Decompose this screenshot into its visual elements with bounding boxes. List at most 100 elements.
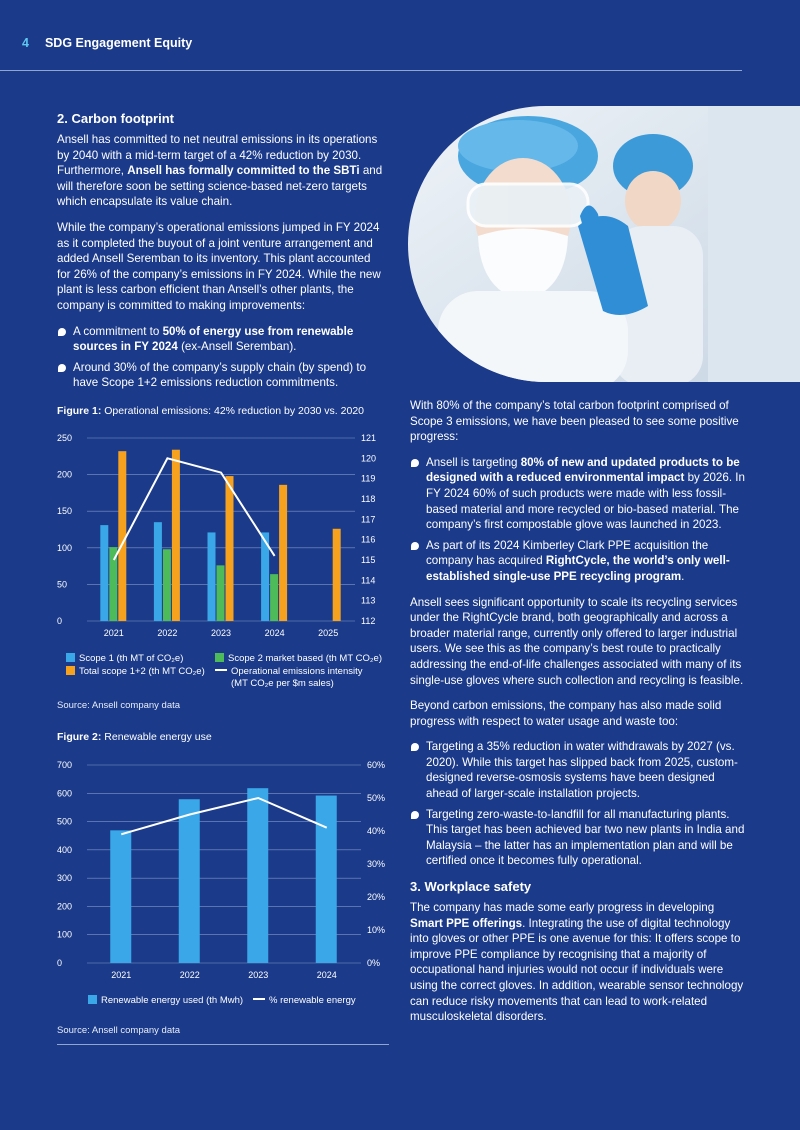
y-tick-label: 200 — [57, 470, 72, 480]
figure-caption: Operational emissions: 42% reduction by … — [104, 405, 365, 417]
bullet-icon — [411, 541, 419, 550]
series-line — [112, 457, 276, 561]
y-tick-label: 200 — [57, 901, 72, 911]
figure-label: Figure 1: — [57, 405, 102, 417]
y2-tick-label: 10% — [367, 925, 385, 935]
y2-tick-label: 40% — [367, 826, 385, 836]
bar — [100, 525, 109, 621]
report-title: SDG Engagement Equity — [44, 36, 193, 50]
y-tick-label: 150 — [57, 506, 72, 516]
page-number: 4 — [22, 36, 29, 50]
y-tick-label: 300 — [57, 873, 72, 883]
y2-tick-label: 121 — [361, 433, 376, 443]
bar — [118, 451, 127, 621]
bold-text: 80% of new and updated products to be de… — [426, 455, 740, 485]
text-run: Around 30% of the company’s supply chain… — [73, 360, 367, 390]
x-tick-label: 2021 — [111, 970, 131, 980]
text-run: As part of its 2024 Kimberley Clark PPE … — [426, 538, 709, 568]
y2-tick-label: 112 — [361, 616, 375, 626]
y-tick-label: 500 — [57, 817, 72, 827]
bar — [279, 484, 288, 621]
bar — [207, 532, 216, 621]
bar — [270, 574, 279, 621]
y2-tick-label: 119 — [361, 474, 375, 484]
legend-swatch — [88, 995, 97, 1004]
y2-tick-label: 115 — [361, 555, 375, 565]
legend-line — [215, 669, 227, 671]
bar — [171, 449, 180, 621]
text-run: Ansell is targeting — [426, 455, 521, 469]
bar — [261, 532, 270, 621]
x-tick-label: 2023 — [248, 970, 268, 980]
y2-tick-label: 30% — [367, 859, 385, 869]
legend-label: Operational emissions intensity — [231, 666, 363, 677]
legend-item: Scope 2 market based (th MT CO₂e) — [215, 653, 382, 665]
text-run: (ex-Ansell Seremban). — [177, 340, 297, 354]
legend-item: Operational emissions intensity — [215, 666, 362, 678]
x-tick-label: 2021 — [104, 628, 124, 638]
y-tick-label: 600 — [57, 788, 72, 798]
text-run: Ansell has committed to net neutral emis… — [57, 133, 378, 178]
y-tick-label: 250 — [57, 433, 72, 443]
list-item: Targeting zero-waste-to-landfill for all… — [410, 807, 745, 869]
bullet-icon — [58, 363, 66, 372]
paragraph: Ansell has committed to net neutral emis… — [57, 132, 387, 210]
figure-caption: Renewable energy use — [104, 731, 212, 743]
y-tick-label: 700 — [57, 760, 72, 770]
y2-tick-label: 118 — [361, 494, 375, 504]
bar — [216, 565, 225, 621]
x-tick-label: 2022 — [180, 970, 200, 980]
paragraph: Beyond carbon emissions, the company has… — [410, 699, 722, 728]
paragraph: While the company’s operational emission… — [57, 220, 381, 312]
y-tick-label: 0 — [57, 958, 62, 968]
paragraph: Ansell sees significant opportunity to s… — [410, 595, 744, 687]
bar — [153, 522, 162, 621]
legend-item: Scope 1 (th MT of CO₂e) — [66, 653, 183, 665]
y2-tick-label: 114 — [361, 575, 375, 585]
text-run: and will therefore soon be setting scien… — [57, 164, 383, 209]
bar — [332, 528, 341, 621]
legend-swatch — [66, 666, 75, 675]
bold-text: Smart PPE offerings — [410, 916, 523, 930]
y2-tick-label: 116 — [361, 535, 375, 545]
paragraph: The company has made some early progress… — [410, 900, 745, 1025]
text-run: by 2026. In FY 2024 60% of such products… — [426, 471, 745, 532]
legend-label: Scope 1 (th MT of CO₂e) — [79, 653, 184, 664]
bar — [162, 549, 171, 621]
bold-text: RightCycle, the world’s only well-establ… — [426, 554, 730, 583]
text-run: . — [681, 569, 685, 583]
section-heading-safety: 3. Workplace safety — [410, 879, 532, 895]
legend-label: Total scope 1+2 (th MT CO₂e) — [79, 666, 205, 677]
figure2-source: Source: Ansell company data — [57, 1025, 181, 1036]
bullet-icon — [58, 327, 66, 336]
text-run: A commitment to — [73, 324, 163, 338]
legend-label: (MT CO₂e per $m sales) — [231, 678, 334, 689]
bar — [109, 547, 118, 621]
list-item: Ansell is targeting 80% of new and updat… — [410, 455, 745, 533]
x-tick-label: 2022 — [157, 628, 177, 638]
page-header: 4 SDG Engagement Equity — [22, 36, 192, 50]
legend-item: Renewable energy used (th Mwh) — [88, 995, 243, 1007]
y2-tick-label: 113 — [361, 596, 375, 606]
legend-item: % renewable energy — [253, 995, 356, 1007]
section-heading-carbon: 2. Carbon footprint — [57, 111, 174, 126]
legend-item: Total scope 1+2 (th MT CO₂e) — [66, 666, 205, 678]
x-tick-label: 2025 — [318, 628, 338, 638]
y-tick-label: 0 — [57, 616, 62, 626]
legend-item: (MT CO₂e per $m sales) — [231, 678, 334, 690]
right-column: With 80% of the company’s total carbon f… — [410, 398, 745, 1035]
header-divider — [0, 70, 742, 71]
legend-label: Scope 2 market based (th MT CO₂e) — [228, 653, 382, 664]
x-tick-label: 2024 — [265, 628, 285, 638]
legend-label: Renewable energy used (th Mwh) — [101, 995, 244, 1006]
figure1-chart: 0 50 100 150 200 250 112 113 114 115 116 117 118 119 1… — [57, 433, 376, 638]
text-run: Targeting zero-waste-to-landfill for all… — [426, 807, 745, 868]
bold-text: 50% of energy use from renewable sources… — [73, 324, 354, 354]
list-item: Around 30% of the company’s supply chain… — [57, 360, 387, 391]
y2-tick-label: 120 — [361, 453, 376, 463]
y2-tick-label: 60% — [367, 760, 385, 770]
list-item: As part of its 2024 Kimberley Clark PPE … — [410, 538, 745, 585]
series-line — [120, 796, 328, 836]
y2-tick-label: 117 — [361, 514, 375, 524]
bar — [110, 830, 132, 963]
